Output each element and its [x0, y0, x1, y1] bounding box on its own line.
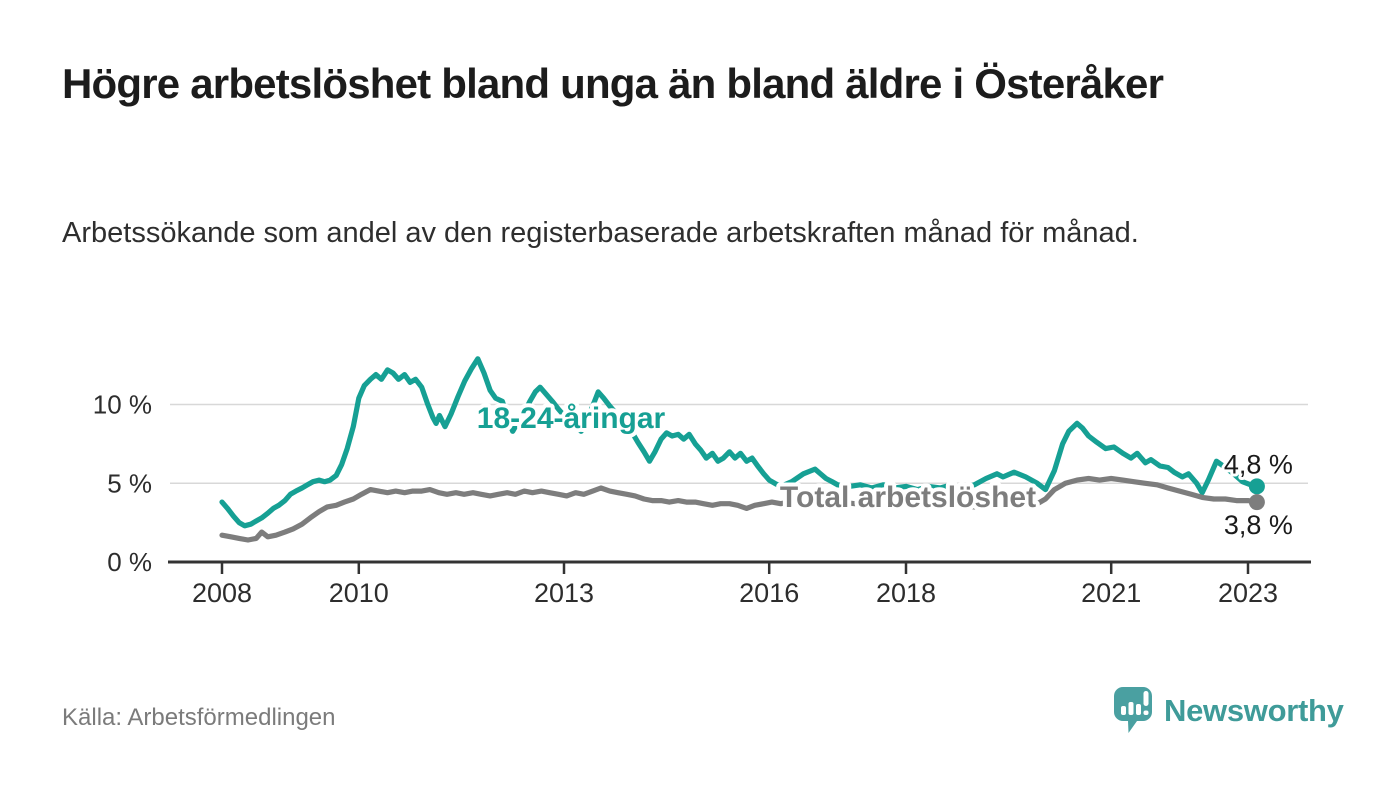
x-tick-label: 2018 — [876, 578, 936, 608]
series-line-young — [219, 356, 1260, 529]
exclamation-dot — [1143, 710, 1149, 715]
x-tick-label: 2013 — [534, 578, 594, 608]
series-line-total — [219, 475, 1260, 543]
x-tick-label: 2010 — [329, 578, 389, 608]
bar-2 — [1128, 702, 1134, 715]
y-tick-label: 10 % — [93, 390, 152, 420]
x-tick-label: 2021 — [1081, 578, 1141, 608]
end-value-label-young: 4,8 % — [1224, 449, 1293, 479]
x-axis-ticks — [220, 563, 1250, 574]
end-value-label-total: 3,8 % — [1224, 510, 1293, 540]
exclamation-stem — [1143, 691, 1149, 706]
page-title: Högre arbetslöshet bland unga än bland ä… — [62, 60, 1164, 107]
x-axis-labels: 2008 2010 2013 2016 2018 2021 2023 — [192, 578, 1278, 608]
y-tick-label: 0 % — [107, 547, 152, 577]
end-dot-young — [1248, 478, 1265, 495]
y-axis-labels: 0 % 5 % 10 % — [93, 390, 152, 578]
newsworthy-logo: Newsworthy — [1113, 686, 1344, 736]
end-dot-total — [1248, 494, 1265, 511]
x-tick-label: 2016 — [739, 578, 799, 608]
y-tick-label: 5 % — [107, 468, 152, 498]
x-tick-label: 2008 — [192, 578, 252, 608]
chart-subtitle: Arbetssökande som andel av den registerb… — [62, 217, 1139, 249]
x-tick-label: 2023 — [1218, 578, 1278, 608]
newsworthy-logo-text: Newsworthy — [1164, 693, 1344, 728]
newsworthy-speech-bubble-chart-icon — [1114, 687, 1152, 733]
series-label-total: Total arbetslöshet — [780, 481, 1036, 514]
bar-1 — [1121, 706, 1126, 715]
series-label-young: 18-24-åringar — [477, 402, 666, 435]
source-note: Källa: Arbetsförmedlingen — [62, 704, 336, 731]
bar-3 — [1136, 704, 1141, 715]
